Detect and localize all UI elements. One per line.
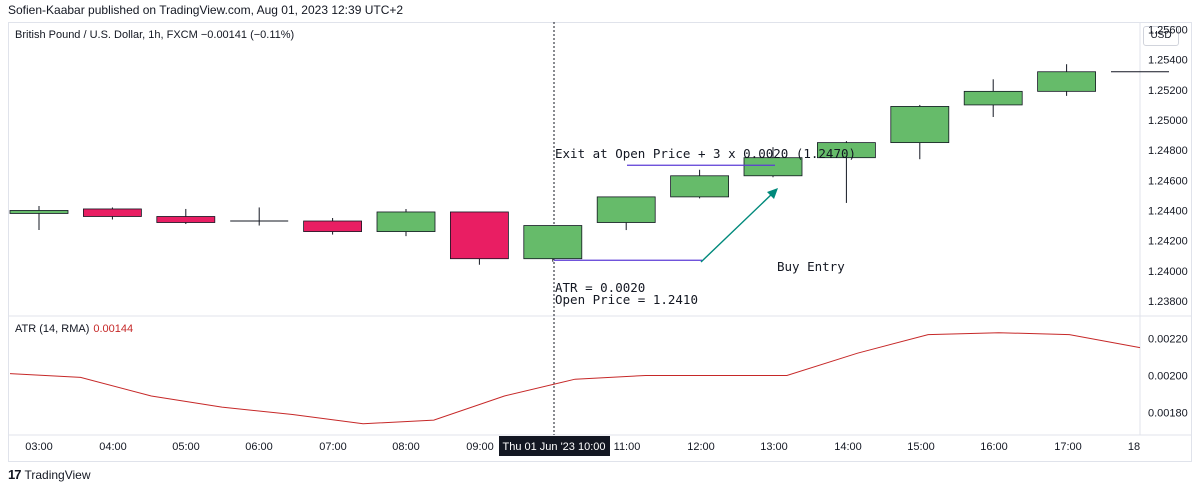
time-tick-label: 05:00 bbox=[172, 441, 200, 453]
candle-body bbox=[523, 225, 583, 260]
time-tick-label: 13:00 bbox=[760, 441, 788, 453]
price-tick-label: 1.25400 bbox=[1148, 55, 1188, 67]
tradingview-logo[interactable]: 17 TradingView bbox=[8, 467, 91, 482]
candle-body bbox=[83, 208, 142, 217]
candle bbox=[890, 104, 950, 160]
candle bbox=[1037, 64, 1096, 96]
atr-legend-title: ATR (14, RMA) bbox=[15, 323, 90, 335]
candle bbox=[817, 141, 876, 203]
buy-arrow-shaft bbox=[700, 191, 775, 263]
price-tick-label: 1.24200 bbox=[1148, 236, 1188, 248]
candle-body bbox=[670, 175, 729, 198]
candle bbox=[963, 79, 1023, 117]
tradingview-mark-icon: 17 bbox=[8, 467, 22, 482]
time-tick-label: 18 bbox=[1128, 441, 1140, 453]
candle bbox=[303, 218, 363, 235]
atr-legend[interactable]: ATR (14, RMA) 0.00144 bbox=[15, 323, 133, 335]
crosshair-time-label: Thu 01 Jun '23 10:00 bbox=[499, 436, 610, 456]
candle bbox=[83, 207, 142, 220]
candle-body bbox=[156, 216, 216, 223]
candle-body bbox=[1037, 71, 1096, 92]
candle bbox=[449, 211, 509, 265]
time-tick-label: 11:00 bbox=[614, 441, 641, 453]
candle-body bbox=[963, 90, 1023, 106]
atr-tick-label: 0.00220 bbox=[1148, 333, 1188, 345]
price-tick-label: 1.25600 bbox=[1148, 25, 1188, 37]
time-tick-label: 04:00 bbox=[99, 441, 127, 453]
candle bbox=[743, 147, 803, 178]
buy-entry-annotation: Buy Entry bbox=[777, 259, 845, 274]
candle-body bbox=[596, 196, 656, 223]
candle bbox=[9, 205, 69, 231]
time-tick-label: 15:00 bbox=[907, 441, 935, 453]
currency-button[interactable]: USD bbox=[1143, 26, 1179, 46]
candle-body bbox=[376, 211, 436, 232]
atr-tick-label: 0.00180 bbox=[1148, 408, 1188, 420]
atr-legend-value: 0.00144 bbox=[93, 323, 134, 335]
candle bbox=[230, 207, 289, 226]
candle-body bbox=[890, 106, 950, 144]
time-tick-label: 17:00 bbox=[1054, 441, 1082, 453]
publisher-text: Sofien-Kaabar published on TradingView.c… bbox=[8, 3, 404, 17]
pane-separators bbox=[8, 22, 1192, 436]
price-axis[interactable]: 1.23800 1.24000 1.24200 1.24400 1.24600 1.248… bbox=[1148, 25, 1188, 308]
atr-line bbox=[9, 332, 1141, 425]
candle-body bbox=[743, 157, 803, 177]
time-tick-label: 03:00 bbox=[25, 441, 53, 453]
candle-body bbox=[817, 142, 876, 159]
open-price-annotation: Open Price = 1.2410 bbox=[555, 292, 698, 307]
atr-axis[interactable]: 0.00180 0.00200 0.00220 bbox=[1148, 333, 1188, 419]
tradingview-brand: TradingView bbox=[24, 467, 91, 482]
chart-pane[interactable] bbox=[8, 22, 1192, 462]
atr-tick-label: 0.00200 bbox=[1148, 371, 1188, 383]
buy-arrow-head bbox=[767, 188, 778, 199]
time-tick-label: 12:00 bbox=[687, 441, 715, 453]
time-tick-label: 14:00 bbox=[834, 441, 862, 453]
price-tick-label: 1.25000 bbox=[1148, 115, 1188, 127]
candle-body bbox=[449, 211, 509, 260]
price-tick-label: 1.24800 bbox=[1148, 145, 1188, 157]
candle-body bbox=[9, 210, 69, 214]
exit-annotation: Exit at Open Price + 3 x 0.0020 (1.2470) bbox=[555, 146, 856, 161]
crosshair-time-text: Thu 01 Jun '23 10:00 bbox=[502, 441, 605, 453]
candles-group bbox=[9, 64, 1169, 265]
candle bbox=[156, 208, 216, 225]
time-tick-label: 07:00 bbox=[319, 441, 347, 453]
annotations-group: Exit at Open Price + 3 x 0.0020 (1.2470)… bbox=[554, 146, 856, 307]
price-tick-label: 1.25200 bbox=[1148, 85, 1188, 97]
price-tick-label: 1.23800 bbox=[1148, 296, 1188, 308]
candle bbox=[670, 169, 729, 199]
price-tick-label: 1.24000 bbox=[1148, 266, 1188, 278]
candle-body bbox=[303, 220, 363, 232]
candle bbox=[376, 208, 436, 237]
price-tick-label: 1.24600 bbox=[1148, 175, 1188, 187]
time-tick-label: 16:00 bbox=[980, 441, 1008, 453]
time-axis[interactable]: 03:00 04:00 05:00 06:00 07:00 08:00 09:00 11:00… bbox=[25, 441, 1140, 453]
time-tick-label: 06:00 bbox=[245, 441, 273, 453]
time-tick-label: 09:00 bbox=[466, 441, 494, 453]
candle bbox=[523, 225, 583, 262]
candle bbox=[596, 196, 656, 231]
symbol-info[interactable]: British Pound / U.S. Dollar, 1h, FXCM −0… bbox=[15, 29, 295, 41]
atr-annotation: ATR = 0.0020 bbox=[555, 280, 645, 295]
time-tick-label: 08:00 bbox=[392, 441, 420, 453]
price-tick-label: 1.24400 bbox=[1148, 205, 1188, 217]
